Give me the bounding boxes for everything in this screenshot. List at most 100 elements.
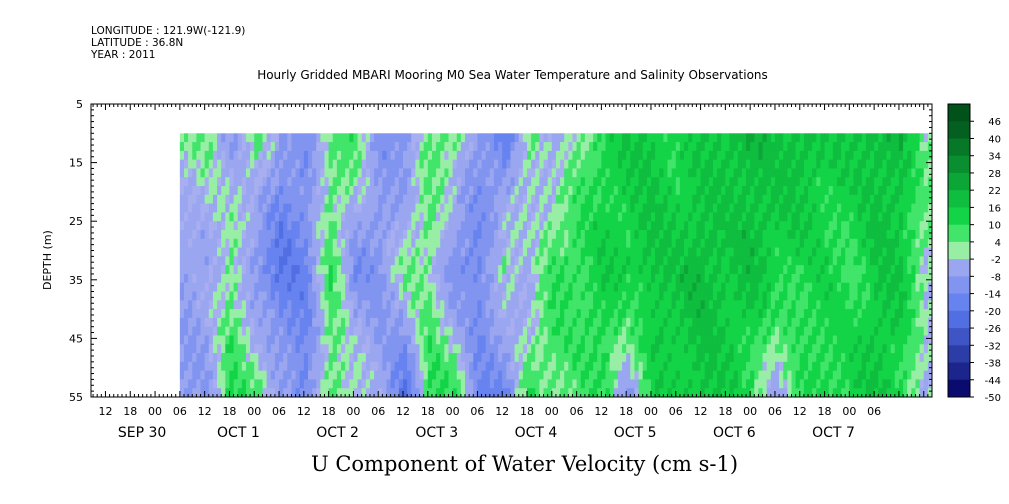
heatmap-cell [750,326,755,337]
heatmap-cell [369,370,375,381]
heatmap-cell [836,388,842,397]
heatmap-cell [221,300,226,310]
heatmap-cell [853,150,859,161]
heatmap-cell [357,150,363,161]
heatmap-cell [849,212,855,222]
heatmap-cell [787,291,793,301]
heatmap-cell [493,177,499,187]
heatmap-cell [266,168,272,178]
heatmap-cell [192,353,197,363]
heatmap-cell [221,379,226,389]
heatmap-cell [287,186,293,196]
heatmap-cell [427,133,433,143]
heatmap-cell [208,309,214,319]
heatmap-cell [845,388,850,397]
heatmap-cell [783,379,788,389]
heatmap-cell [642,229,648,240]
heatmap-cell [460,388,466,397]
heatmap-cell [196,317,202,328]
heatmap-cell [245,344,251,354]
heatmap-cell [485,203,491,214]
heatmap-cell [638,265,644,275]
heatmap-cell [779,273,784,284]
heatmap-cell [630,309,636,319]
heatmap-cell [741,194,747,205]
heatmap-cell [650,177,656,187]
heatmap-cell [671,238,677,249]
heatmap-cell [341,273,346,284]
heatmap-cell [750,203,755,214]
heatmap-cell [824,326,830,337]
heatmap-cell [489,177,495,187]
heatmap-cell [605,159,611,170]
heatmap-cell [560,186,565,196]
heatmap-cell [361,186,367,196]
heatmap-cell [452,212,458,222]
heatmap-cell [241,142,247,152]
heatmap-cell [679,291,685,301]
heatmap-cell [518,388,524,397]
heatmap-cell [444,388,450,397]
heatmap-cell [270,221,276,231]
heatmap-cell [737,309,743,319]
heatmap-cell [609,265,615,275]
heatmap-cell [518,194,524,205]
heatmap-cell [241,309,247,319]
heatmap-cell [679,168,685,178]
heatmap-cell [283,229,288,240]
heatmap-cell [192,265,197,275]
heatmap-cell [758,335,764,345]
heatmap-cell [436,142,441,152]
heatmap-cell [250,370,255,381]
heatmap-cell [721,309,726,319]
heatmap-cell [436,361,441,372]
heatmap-cell [849,273,855,284]
heatmap-cell [225,300,231,310]
heatmap-cell [473,212,478,222]
heatmap-cell [221,150,226,161]
heatmap-cell [188,353,193,363]
heatmap-cell [287,256,293,266]
heatmap-cell [853,142,859,152]
heatmap-cell [688,317,693,328]
heatmap-cell [316,186,321,196]
heatmap-cell [733,361,739,372]
heatmap-cell [469,212,474,222]
heatmap-cell [795,300,801,310]
heatmap-cell [746,309,751,319]
heatmap-cell [473,335,478,345]
heatmap-cell [766,247,772,257]
heatmap-cell [407,379,412,389]
heatmap-cell [200,221,206,231]
heatmap-cell [353,282,359,293]
heatmap-cell [787,194,793,205]
heatmap-cell [295,309,301,319]
heatmap-cell [250,150,255,161]
heatmap-cell [436,317,441,328]
heatmap-cell [423,212,429,222]
heatmap-cell [328,238,334,249]
heatmap-cell [485,186,491,196]
heatmap-cell [593,353,598,363]
heatmap-cell [283,388,288,397]
heatmap-cell [659,212,664,222]
heatmap-cell [477,194,483,205]
heatmap-cell [712,194,718,205]
heatmap-cell [208,353,214,363]
heatmap-cell [758,186,764,196]
heatmap-cell [208,265,214,275]
heatmap-cell [386,379,392,389]
heatmap-cell [270,282,276,293]
heatmap-cell [279,247,284,257]
heatmap-cell [535,317,540,328]
heatmap-cell [328,370,334,381]
heatmap-cell [861,186,867,196]
heatmap-cell [398,291,404,301]
heatmap-cell [580,265,586,275]
heatmap-cell [593,282,598,293]
heatmap-cell [746,388,751,397]
heatmap-cell [452,194,458,205]
heatmap-cell [465,300,470,310]
heatmap-cell [663,353,669,363]
heatmap-cell [452,256,458,266]
